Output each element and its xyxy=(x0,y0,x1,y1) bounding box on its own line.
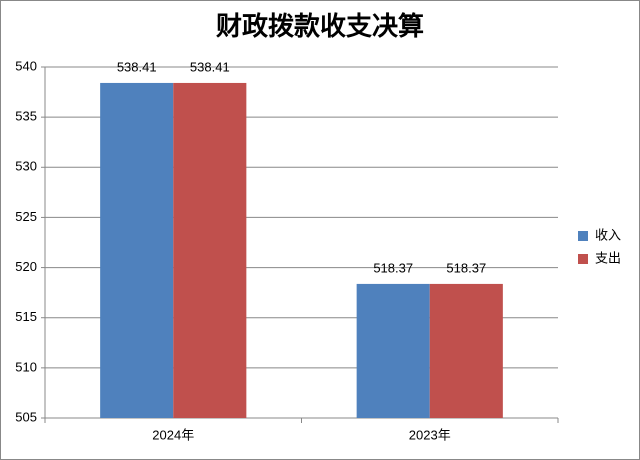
y-tick-label: 530 xyxy=(15,159,37,174)
y-tick-label: 535 xyxy=(15,109,37,124)
bar xyxy=(356,283,430,418)
y-tick-label: 515 xyxy=(15,309,37,324)
data-label: 518.37 xyxy=(446,260,486,275)
legend-label: 支出 xyxy=(595,250,621,265)
bar xyxy=(173,82,247,418)
x-tick-label: 2024年 xyxy=(152,427,194,442)
legend-swatch xyxy=(578,231,588,241)
legend-swatch xyxy=(578,254,588,264)
y-tick-label: 540 xyxy=(15,58,37,73)
data-label: 538.41 xyxy=(190,59,230,74)
y-tick-label: 505 xyxy=(15,409,37,424)
legend-label: 收入 xyxy=(595,227,621,242)
chart-title: 财政拨款收支决算 xyxy=(216,11,424,41)
bar xyxy=(429,283,503,418)
data-label: 538.41 xyxy=(117,59,157,74)
x-tick-label: 2023年 xyxy=(409,427,451,442)
y-tick-label: 520 xyxy=(15,259,37,274)
y-tick-label: 525 xyxy=(15,209,37,224)
y-tick-label: 510 xyxy=(15,359,37,374)
bar xyxy=(100,82,174,418)
data-label: 518.37 xyxy=(373,260,413,275)
